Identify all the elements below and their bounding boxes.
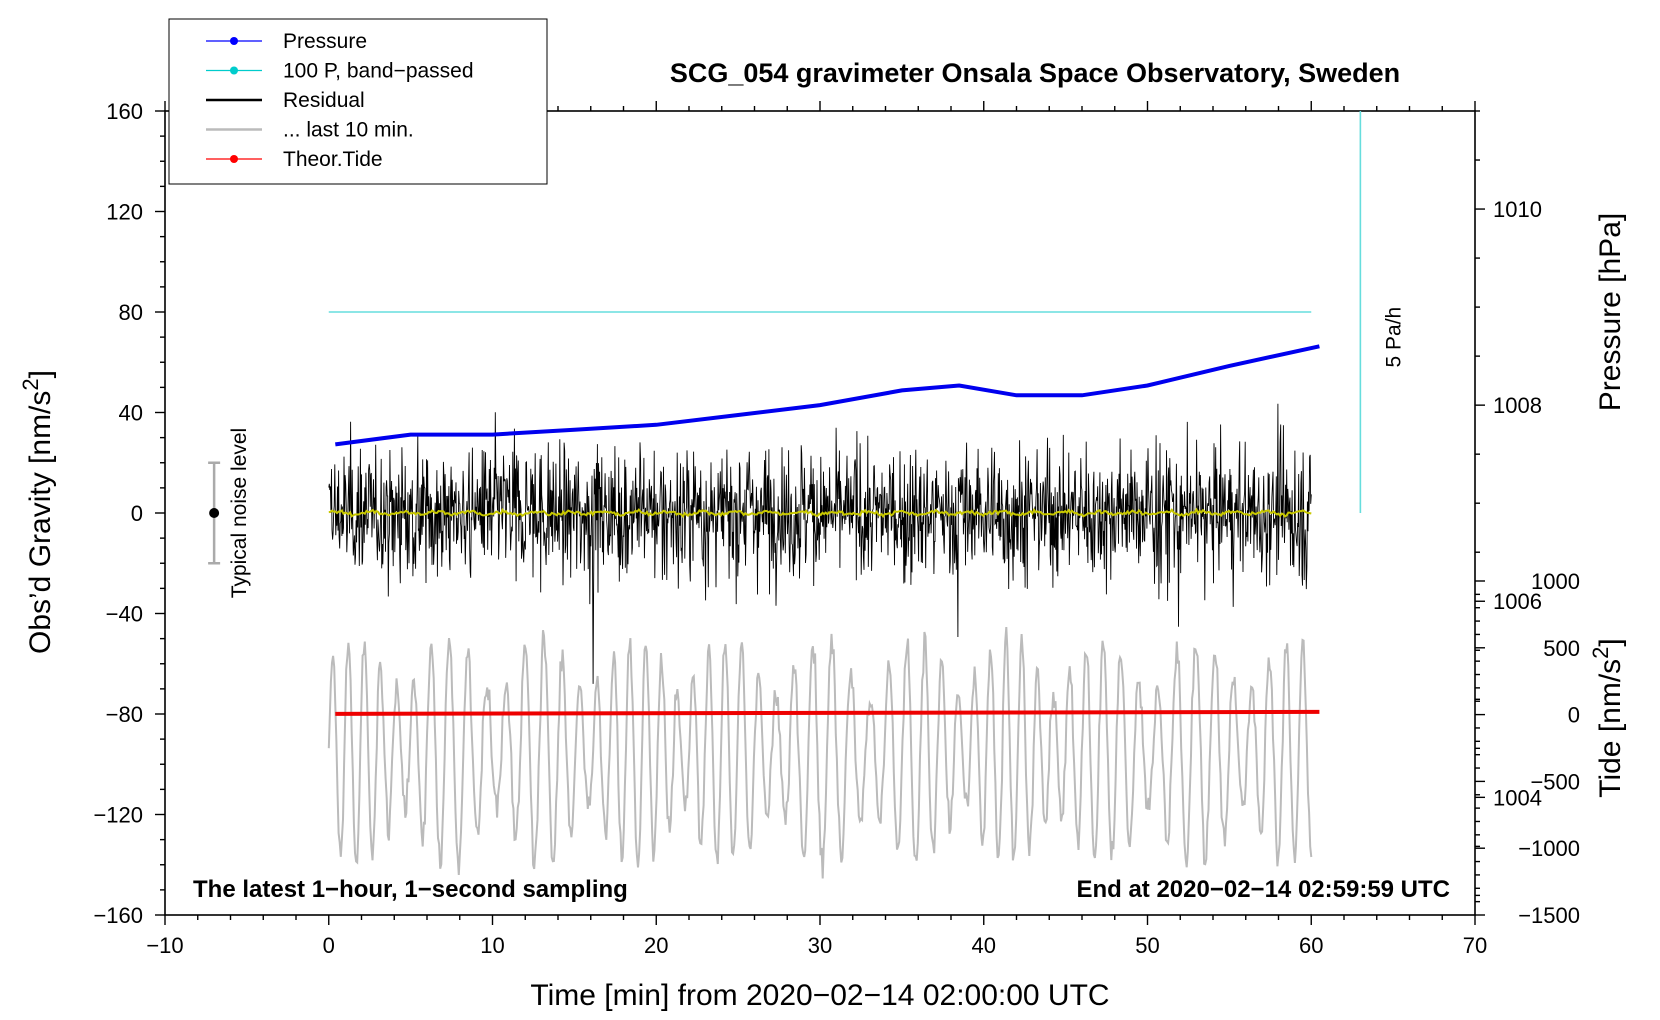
noise-bar <box>208 461 221 565</box>
tide-tick-labels: 1000 500 0 −500 −1000 −1500 <box>1518 569 1580 928</box>
tide-tick-label: −500 <box>1530 769 1580 794</box>
y-tick-label: 40 <box>119 401 143 426</box>
smoothed-residual-series <box>328 507 1312 519</box>
legend-label: 100 P, band−passed <box>283 60 474 83</box>
last-10-min-series <box>327 627 1313 879</box>
legend-label: Residual <box>283 89 365 112</box>
y-tick-label: 120 <box>106 200 143 225</box>
theoretical-tide-series <box>335 709 1320 716</box>
tide-tick-label: 1000 <box>1531 569 1580 594</box>
y-tick-label: −40 <box>106 602 143 627</box>
y-tick-label: −120 <box>93 803 143 828</box>
x-tick-label: 50 <box>1135 933 1159 958</box>
x-tick-label: 10 <box>480 933 504 958</box>
y-tick-label: 80 <box>119 300 143 325</box>
y-tick-label: −160 <box>93 903 143 928</box>
x-tick-label: 30 <box>808 933 832 958</box>
y-tick-label: −80 <box>106 702 143 727</box>
annotation-right: End at 2020−02−14 02:59:59 UTC <box>1076 876 1450 903</box>
pressure-tick-label: 1006 <box>1493 589 1542 614</box>
x-tick-label: 20 <box>644 933 668 958</box>
x-axis-title: Time [min] from 2020−02−14 02:00:00 UTC <box>530 979 1109 1012</box>
y-axis-title-pressure: Pressure [hPa] <box>1594 213 1627 411</box>
x-tick-label: 70 <box>1463 933 1487 958</box>
pressure-tick-label: 1004 <box>1493 785 1542 810</box>
pressure-tick-label: 1008 <box>1493 393 1542 418</box>
x-tick-label: 60 <box>1299 933 1323 958</box>
pressure-series <box>335 344 1320 447</box>
legend-label: Pressure <box>283 30 367 53</box>
noise-bar-label: Typical noise level <box>228 428 251 598</box>
legend: Pressure 100 P, band−passed Residual ... la… <box>168 18 548 185</box>
tide-tick-label: 0 <box>1568 703 1580 728</box>
y-axis-title-tide: Tide [nm/s2] <box>1588 638 1627 798</box>
chart-title: SCG_054 gravimeter Onsala Space Observat… <box>670 58 1400 88</box>
legend-marker <box>230 155 238 163</box>
tide-tick-label: −1000 <box>1518 836 1580 861</box>
y-tick-label: 0 <box>131 501 143 526</box>
pressure-tick-label: 1010 <box>1493 197 1542 222</box>
x-tick-label: 0 <box>323 933 335 958</box>
legend-marker <box>230 66 238 75</box>
x-tick-labels: −10 0 10 20 30 40 50 60 70 <box>146 933 1487 958</box>
legend-marker <box>230 37 238 45</box>
tide-tick-label: −1500 <box>1518 903 1580 928</box>
tide-tick-label: 500 <box>1543 636 1580 661</box>
y-tick-label: 160 <box>106 99 143 124</box>
legend-label: ... last 10 min. <box>283 119 414 142</box>
annotation-left: The latest 1−hour, 1−second sampling <box>193 876 628 903</box>
y-tick-labels: 160 120 80 40 0 −40 −80 −120 −160 <box>93 99 143 928</box>
scale-bar-label: 5 Pa/h <box>1382 307 1405 368</box>
pressure-tick-labels: 1004 1006 1008 1010 <box>1493 197 1542 810</box>
x-tick-label: 40 <box>972 933 996 958</box>
y-axis-title-left: Obs’d Gravity [nm/s2] <box>18 370 57 654</box>
residual-series <box>328 403 1312 684</box>
x-tick-label: −10 <box>146 933 183 958</box>
legend-label: Theor.Tide <box>283 148 383 171</box>
